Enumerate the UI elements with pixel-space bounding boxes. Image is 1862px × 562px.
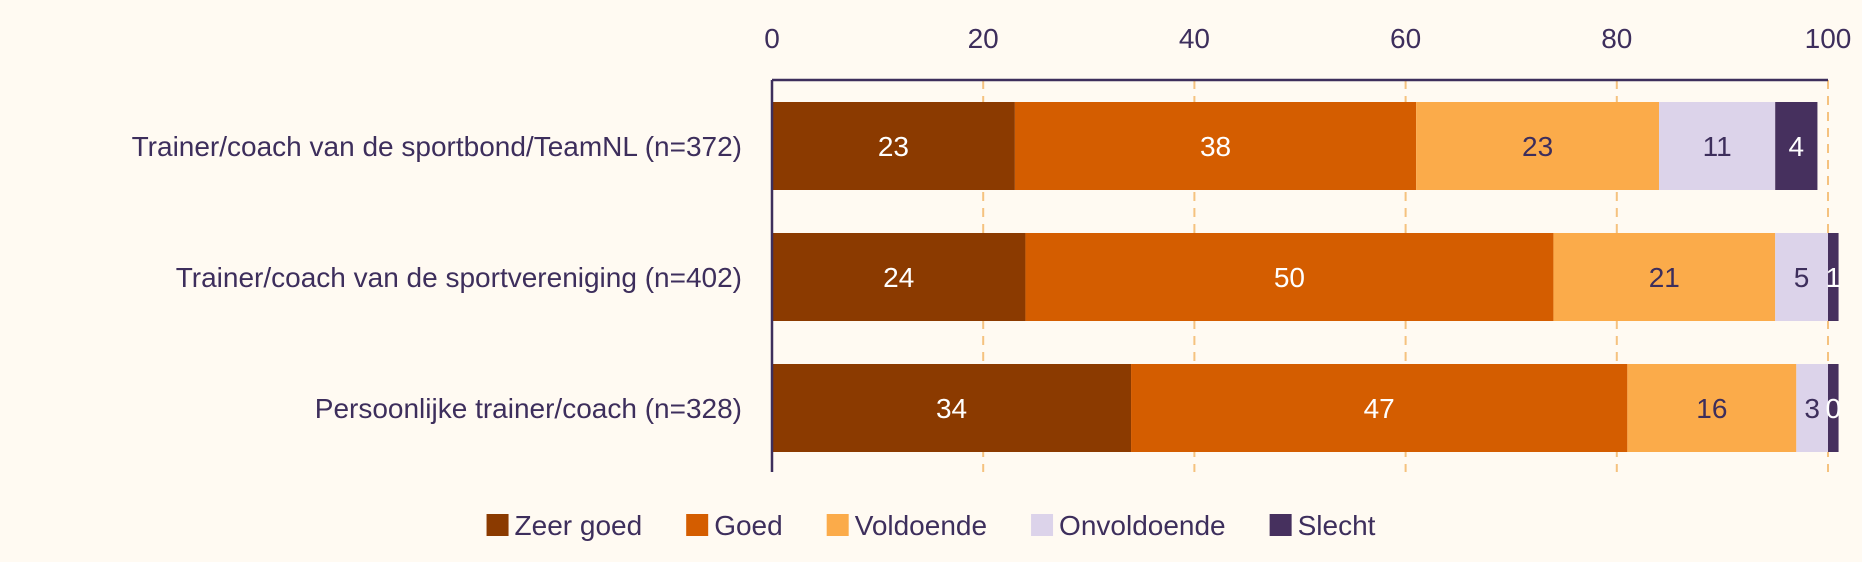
bar-1-goed	[1014, 102, 1417, 190]
x-tick-label-100: 100	[1805, 23, 1852, 54]
data-label-1-zeer-goed: 23	[878, 131, 909, 162]
x-tick-label-60: 60	[1390, 23, 1421, 54]
data-label-2-zeer-goed: 24	[883, 262, 914, 293]
legend-label-onvoldoende: Onvoldoende	[1059, 510, 1226, 541]
legend-label-voldoende: Voldoende	[855, 510, 987, 541]
bar-2-goed	[1025, 233, 1554, 321]
category-label-3: Persoonlijke trainer/coach (n=328)	[315, 393, 742, 424]
bar-1-slecht	[1775, 102, 1818, 190]
legend-swatch-onvoldoende	[1031, 514, 1054, 536]
data-label-2-goed: 50	[1274, 262, 1305, 293]
data-label-2-onvoldoende: 5	[1794, 262, 1810, 293]
data-label-3-voldoende: 16	[1696, 393, 1727, 424]
data-label-3-onvoldoende: 3	[1804, 393, 1820, 424]
bar-2-slecht	[1828, 233, 1839, 321]
data-label-3-slecht: 0	[1825, 393, 1841, 424]
bar-2-onvoldoende	[1775, 233, 1828, 321]
category-label-2: Trainer/coach van de sportvereniging (n=…	[176, 262, 742, 293]
bar-1-onvoldoende	[1659, 102, 1776, 190]
bar-3-goed	[1131, 364, 1628, 452]
data-label-2-slecht: 1	[1825, 262, 1841, 293]
bars: 23 38 23 11 4 24 50 21 5 1 34 47 16 3 0	[772, 102, 1841, 452]
x-tick-label-0: 0	[764, 23, 780, 54]
bar-3-voldoende	[1627, 364, 1797, 452]
data-label-3-zeer-goed: 34	[936, 393, 967, 424]
legend: Zeer goed Goed Voldoende Onvoldoende Slecht	[486, 510, 1376, 541]
legend-swatch-slecht	[1269, 514, 1292, 536]
data-label-3-goed: 47	[1364, 393, 1395, 424]
data-label-1-slecht: 4	[1789, 131, 1805, 162]
x-tick-label-20: 20	[968, 23, 999, 54]
legend-swatch-zeer-goed	[486, 514, 509, 536]
data-label-1-onvoldoende: 11	[1703, 131, 1732, 162]
legend-swatch-voldoende	[826, 514, 849, 536]
bar-3-zeer-goed	[772, 364, 1132, 452]
bar-2-zeer-goed	[772, 233, 1026, 321]
legend-label-goed: Goed	[714, 510, 783, 541]
data-label-1-goed: 38	[1200, 131, 1231, 162]
data-label-2-voldoende: 21	[1649, 262, 1680, 293]
legend-label-zeer-goed: Zeer goed	[515, 510, 643, 541]
bar-2-voldoende	[1553, 233, 1776, 321]
bar-3-slecht	[1828, 364, 1839, 452]
bar-1-zeer-goed	[772, 102, 1015, 190]
data-label-1-voldoende: 23	[1522, 131, 1553, 162]
x-tick-label-80: 80	[1601, 23, 1632, 54]
bar-1-voldoende	[1416, 102, 1660, 190]
legend-swatch-goed	[686, 514, 709, 536]
x-tick-label-40: 40	[1179, 23, 1210, 54]
legend-label-slecht: Slecht	[1298, 510, 1376, 541]
category-label-1: Trainer/coach van de sportbond/TeamNL (n…	[132, 131, 742, 162]
bar-3-onvoldoende	[1796, 364, 1828, 452]
